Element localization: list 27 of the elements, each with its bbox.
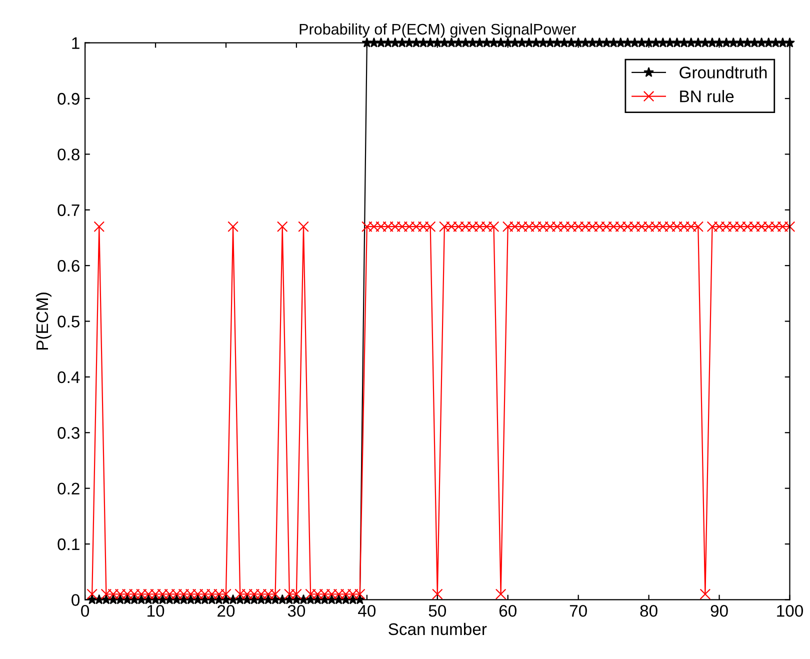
x-tick-label: 0: [81, 604, 90, 617]
y-tick-label: 0.6: [58, 260, 80, 272]
x-tick-label: 20: [218, 604, 235, 617]
y-tick-label: 0.3: [58, 427, 80, 439]
y-tick-label: 0.4: [58, 371, 80, 384]
y-tick-label: 0.1: [58, 538, 80, 550]
x-tick-label: 40: [358, 604, 376, 617]
x-tick-label: 90: [710, 604, 728, 617]
legend-label: Groundtruth: [680, 66, 767, 78]
x-tick-label: 70: [570, 604, 587, 617]
y-tick-label: 0.2: [58, 482, 80, 495]
x-tick-label: 30: [288, 604, 306, 617]
x-tick-label: 10: [148, 604, 164, 617]
y-tick-label: 0.8: [58, 148, 80, 160]
y-axis-title: P(ECM): [36, 292, 52, 350]
y-tick-label: 1: [72, 37, 80, 49]
x-tick-label: 60: [499, 604, 516, 617]
x-tick-label: 50: [428, 604, 446, 617]
x-tick-label: 80: [640, 604, 658, 617]
chart-title: Probability of P(ECM) given SignalPower: [300, 23, 576, 38]
x-axis-title: Scan number: [388, 622, 487, 636]
legend-label: BN rule: [680, 90, 734, 102]
y-tick-label: 0: [72, 594, 80, 606]
y-tick-label: 0.9: [58, 92, 80, 105]
x-tick-label: 100: [777, 604, 804, 617]
y-tick-label: 0.5: [58, 316, 80, 328]
y-tick-label: 0.7: [58, 204, 80, 216]
